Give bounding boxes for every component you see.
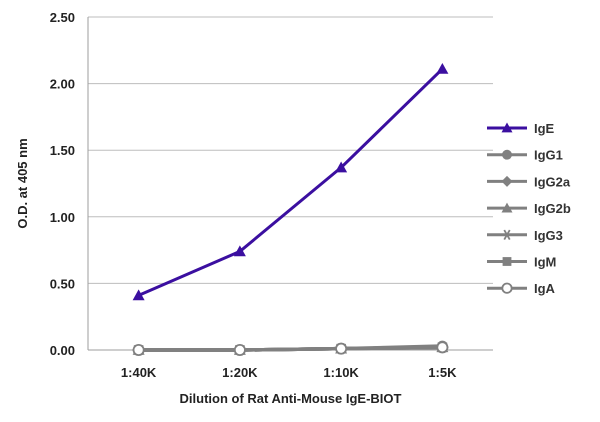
legend-label: IgE bbox=[534, 121, 555, 136]
legend-marker bbox=[502, 257, 512, 266]
legend-item-igg2b: IgG2b bbox=[487, 201, 571, 216]
x-tick-label: 1:40K bbox=[121, 365, 157, 380]
legend-marker bbox=[501, 229, 513, 241]
legend-item-igg2a: IgG2a bbox=[487, 174, 571, 189]
gridlines bbox=[88, 16, 493, 284]
legend-marker bbox=[501, 122, 513, 133]
data-point bbox=[335, 342, 348, 355]
x-tick-label: 1:20K bbox=[222, 365, 258, 380]
legend-item-igm: IgM bbox=[487, 255, 556, 270]
x-tick-label: 1:10K bbox=[323, 365, 359, 380]
legend-label: IgG2b bbox=[534, 201, 571, 216]
legend-marker bbox=[501, 282, 513, 294]
legend-label: IgG2a bbox=[534, 174, 571, 189]
data-point bbox=[233, 245, 246, 257]
legend-label: IgG1 bbox=[534, 148, 563, 163]
y-tick-label: 2.00 bbox=[50, 77, 75, 92]
y-tick-label: 1.50 bbox=[50, 143, 75, 158]
legend-item-igg3: IgG3 bbox=[487, 228, 563, 243]
legend: IgE IgG1 IgG2a IgG2b IgG3 IgM IgA bbox=[487, 121, 571, 296]
y-tick-label: 0.00 bbox=[50, 343, 75, 358]
series-iga bbox=[132, 341, 449, 356]
legend-marker bbox=[501, 202, 513, 213]
legend-marker bbox=[501, 175, 513, 187]
axes: 0.00 0.50 1.00 1.50 2.00 2.50 1:40K 1:20K 1:10K 1… bbox=[50, 10, 493, 380]
series-line bbox=[138, 67, 444, 297]
series-line bbox=[138, 345, 443, 352]
data-point bbox=[132, 289, 145, 301]
data-point bbox=[335, 161, 348, 173]
data-point bbox=[132, 343, 145, 356]
data-point bbox=[233, 343, 246, 356]
series-lines bbox=[132, 62, 449, 356]
y-tick-label: 1.00 bbox=[50, 210, 75, 225]
legend-label: IgM bbox=[534, 255, 556, 270]
data-point bbox=[436, 341, 449, 354]
y-tick-label: 0.50 bbox=[50, 276, 75, 291]
legend-label: IgG3 bbox=[534, 228, 563, 243]
x-tick-label: 1:5K bbox=[428, 365, 457, 380]
legend-item-igg1: IgG1 bbox=[487, 148, 563, 163]
data-point bbox=[436, 62, 449, 74]
y-axis-title: O.D. at 405 nm bbox=[15, 138, 30, 228]
legend-item-iga: IgA bbox=[487, 281, 556, 296]
x-axis-title: Dilution of Rat Anti-Mouse IgE-BIOT bbox=[180, 391, 402, 406]
series-ige bbox=[132, 62, 449, 301]
y-tick-label: 2.50 bbox=[50, 10, 75, 25]
legend-marker bbox=[502, 149, 512, 160]
legend-item-ige: IgE bbox=[487, 121, 555, 136]
legend-label: IgA bbox=[534, 281, 556, 296]
